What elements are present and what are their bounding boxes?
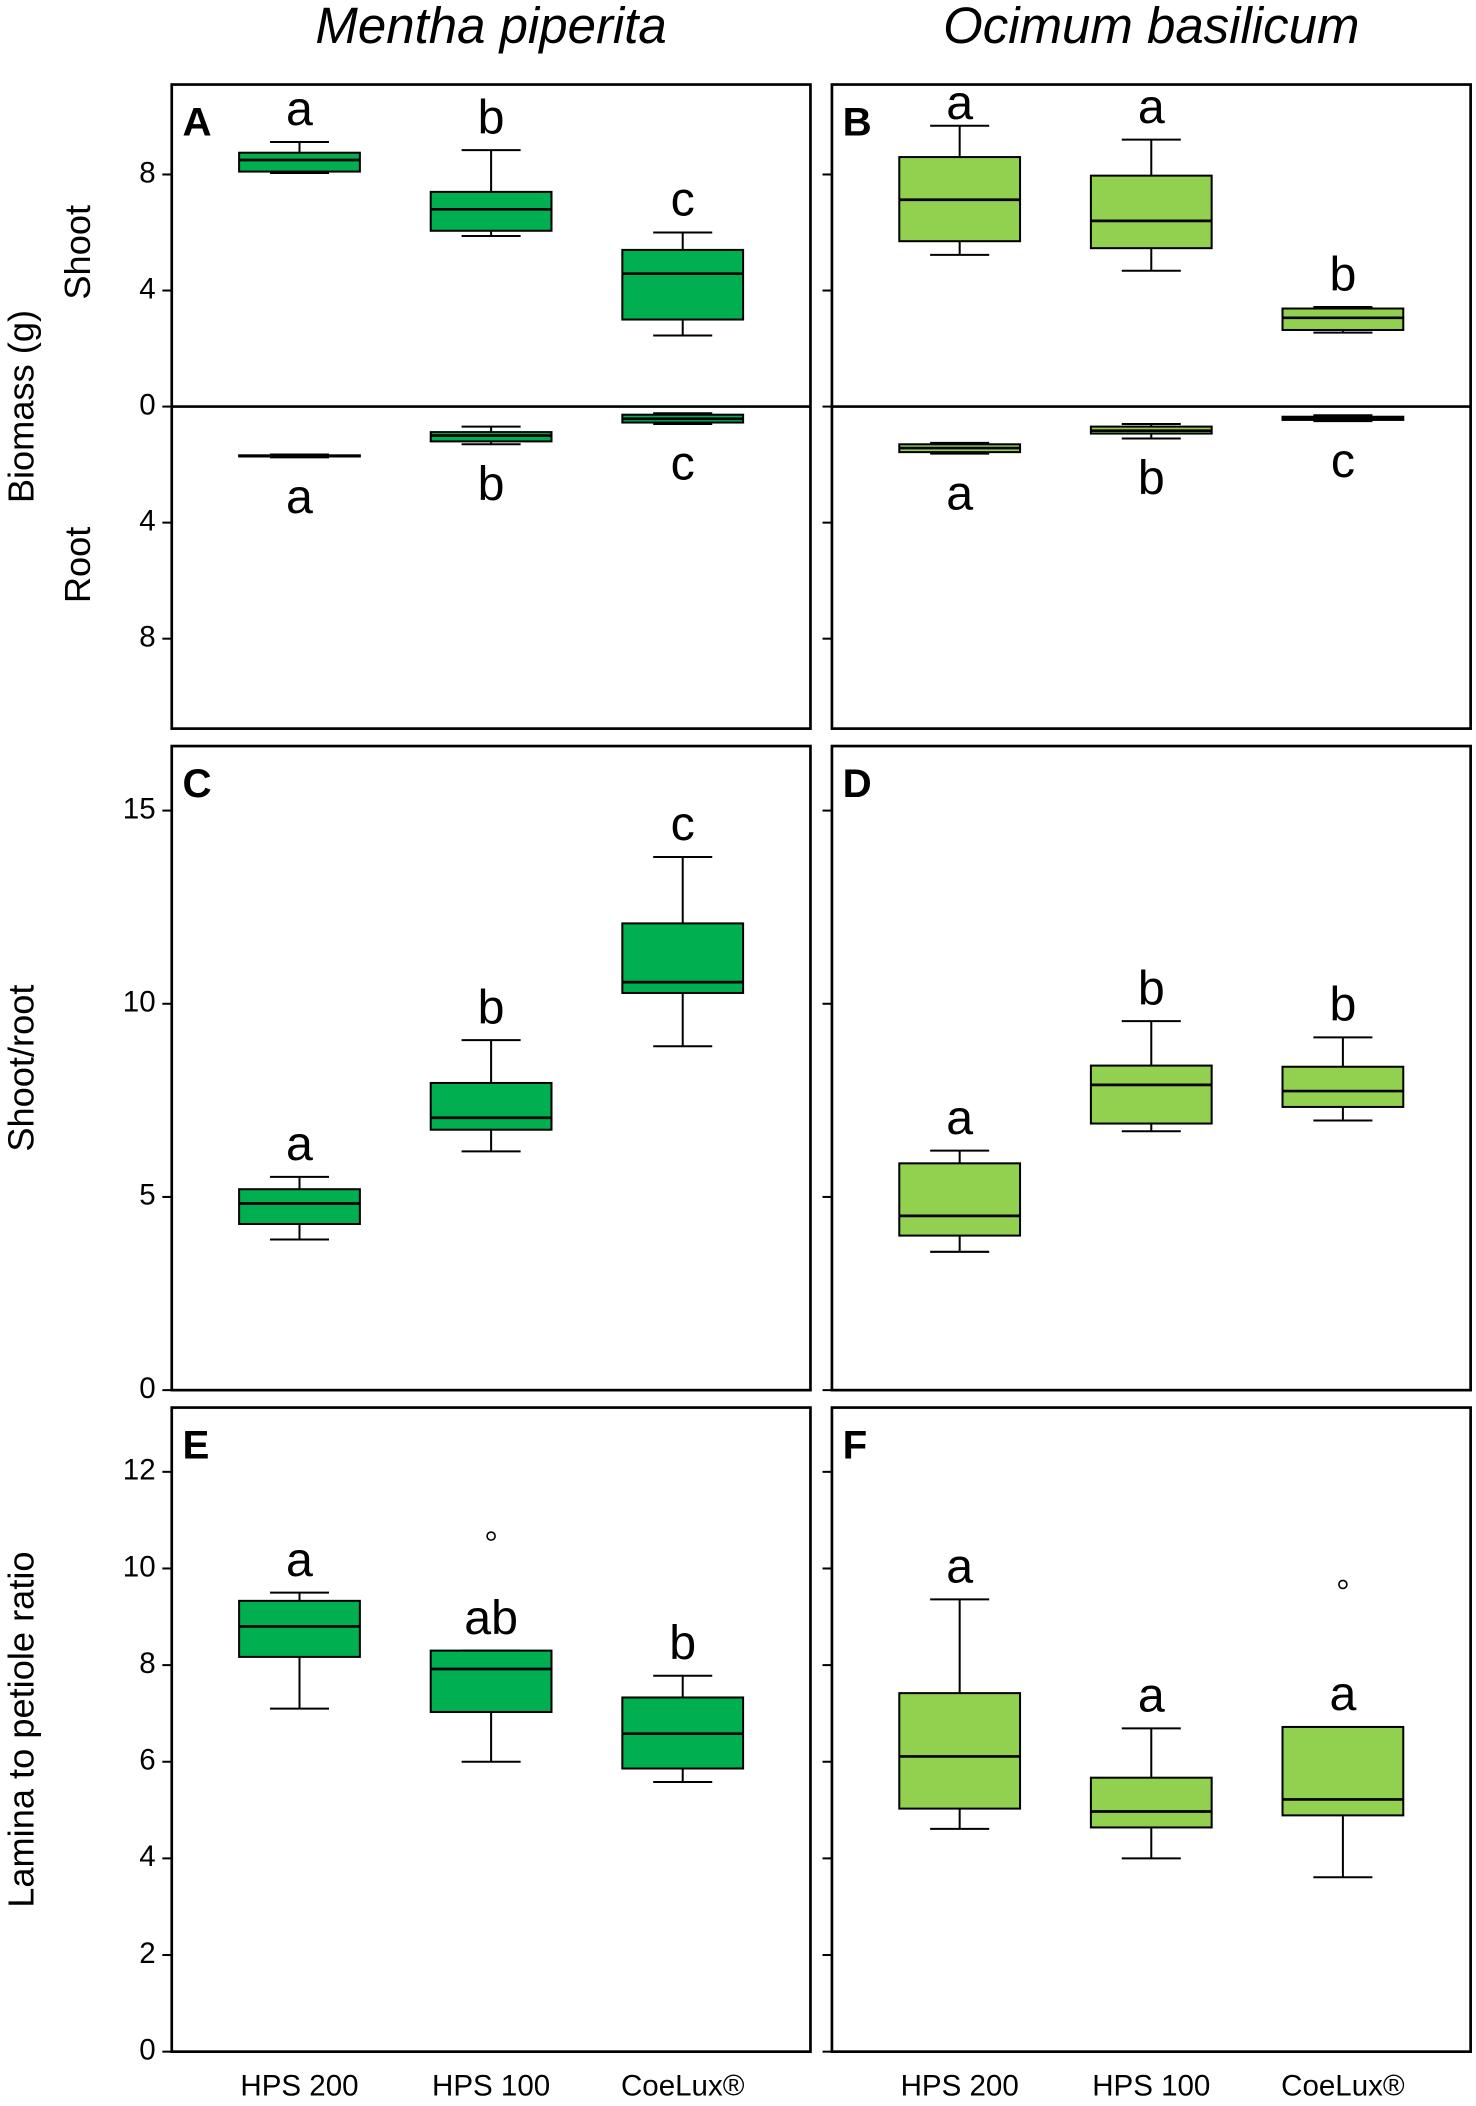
panel-label: D (843, 761, 872, 806)
y-tick-label: 4 (139, 272, 155, 305)
significance-letter: a (286, 82, 313, 136)
significance-letter: b (1329, 978, 1356, 1032)
box (429, 1649, 553, 1713)
y-tick-label: 4 (139, 1840, 155, 1873)
box (1089, 1064, 1213, 1125)
significance-letter: c (1331, 434, 1355, 488)
significance-letter: a (1329, 1667, 1356, 1721)
outlier (1338, 1579, 1348, 1590)
significance-letter: b (478, 980, 505, 1034)
box (429, 190, 553, 232)
y-tick-label: 5 (139, 1179, 155, 1212)
box (1281, 1065, 1405, 1108)
panel-label: F (843, 1422, 868, 1467)
y-axis-sublabel: Root (57, 527, 98, 604)
y-axis-sublabel: Shoot (57, 205, 98, 300)
box (238, 1188, 361, 1226)
significance-letter: a (946, 1091, 973, 1145)
significance-letter: ab (464, 1591, 518, 1645)
significance-letter: a (1138, 1669, 1165, 1723)
significance-letter: a (946, 76, 973, 130)
box (429, 1081, 553, 1131)
box (1089, 1776, 1213, 1829)
panel-frame (830, 744, 1472, 1392)
significance-letter: b (1329, 247, 1356, 301)
y-axis-label: Shoot/root (1, 985, 42, 1152)
y-tick-label: 0 (139, 388, 155, 421)
y-tick-label: 6 (139, 1744, 155, 1777)
significance-letter: a (946, 1540, 973, 1594)
panel-label: B (843, 99, 872, 144)
y-tick-label: 15 (123, 792, 156, 825)
panel-label: A (182, 99, 211, 144)
significance-letter: b (1138, 451, 1165, 505)
box (621, 248, 745, 321)
x-tick-label: HPS 200 (901, 2070, 1019, 2103)
box (1281, 307, 1405, 331)
y-tick-label: 8 (139, 620, 155, 653)
significance-letter: a (286, 470, 313, 524)
box (1089, 174, 1213, 250)
y-tick-label: 0 (139, 2033, 155, 2066)
x-tick-label: HPS 100 (432, 2070, 550, 2103)
x-tick-label: CoeLux® (621, 2070, 745, 2103)
y-tick-label: 8 (139, 1647, 155, 1680)
column-title: Ocimum basilicum (943, 0, 1359, 54)
box (238, 1599, 361, 1658)
y-tick-label: 10 (123, 986, 156, 1019)
significance-letter: a (1138, 80, 1165, 134)
x-tick-label: CoeLux® (1281, 2070, 1405, 2103)
panel-label: C (182, 761, 211, 806)
box (898, 1162, 1022, 1237)
significance-letter: c (671, 797, 695, 851)
significance-letter: b (669, 1616, 696, 1670)
box (238, 151, 361, 173)
y-tick-label: 4 (139, 504, 155, 537)
y-tick-label: 10 (123, 1550, 156, 1583)
panel-frame (830, 1406, 1472, 2053)
panel-frame (170, 1406, 812, 2053)
significance-letter: b (478, 90, 505, 144)
box (898, 1692, 1022, 1810)
significance-letter: c (671, 437, 695, 491)
panel-frame (170, 744, 812, 1392)
x-tick-label: HPS 200 (240, 2070, 358, 2103)
box (1281, 1725, 1405, 1817)
significance-letter: a (286, 1533, 313, 1587)
y-tick-label: 8 (139, 156, 155, 189)
y-tick-label: 0 (139, 1372, 155, 1405)
significance-letter: a (286, 1117, 313, 1171)
y-tick-label: 12 (123, 1454, 156, 1487)
y-axis-label: Biomass (g) (1, 310, 42, 503)
significance-letter: c (671, 173, 695, 227)
outlier (486, 1531, 496, 1541)
y-axis-label: Lamina to petiole ratio (1, 1551, 42, 1907)
significance-letter: b (478, 457, 505, 511)
y-tick-label: 2 (139, 1937, 155, 1970)
panel-label: E (182, 1422, 209, 1467)
column-title: Mentha piperita (315, 0, 666, 54)
significance-letter: b (1138, 961, 1165, 1015)
x-tick-label: HPS 100 (1092, 2070, 1210, 2103)
significance-letter: a (946, 466, 973, 520)
